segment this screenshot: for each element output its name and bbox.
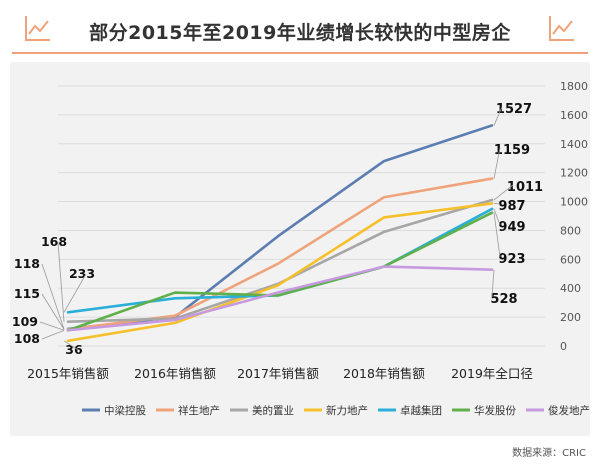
start-value-label: 36: [65, 342, 83, 357]
leader-line: [493, 147, 501, 179]
series-line: [66, 211, 494, 332]
y-tick-label: 200: [560, 311, 581, 324]
y-tick-label: 1200: [560, 167, 588, 180]
series-line: [66, 124, 494, 331]
start-value-label: 233: [69, 266, 95, 281]
legend-label: 华发股份: [474, 404, 516, 417]
end-value-label: 949: [498, 220, 525, 235]
x-tick-label: 2019年全口径: [451, 366, 533, 381]
series-line: [66, 265, 494, 332]
y-tick-label: 800: [560, 224, 581, 237]
y-tick-label: 1000: [560, 196, 588, 209]
end-value-label: 1159: [494, 143, 530, 158]
line-chart-icon: [25, 16, 50, 41]
leader-line: [39, 321, 65, 331]
end-value-label: 987: [498, 199, 525, 214]
end-value-label: 1527: [496, 102, 532, 117]
legend-label: 美的置业: [252, 404, 294, 417]
start-value-label: 109: [12, 314, 38, 329]
start-value-label: 115: [14, 286, 40, 301]
leader-line: [491, 269, 495, 298]
leader-line: [41, 293, 65, 330]
leader-line: [493, 203, 501, 205]
chart-title: 部分2015年至2019年业绩增长较快的中型房企: [89, 22, 511, 44]
leader-line: [493, 184, 514, 201]
line-chart-icon: [549, 16, 574, 41]
y-tick-label: 1400: [560, 138, 588, 151]
leader-line: [41, 263, 65, 330]
x-tick-label: 2016年销售额: [134, 366, 216, 381]
y-tick-label: 400: [560, 282, 581, 295]
y-tick-label: 1600: [560, 109, 588, 122]
series-line: [66, 202, 494, 343]
leader-line: [493, 212, 501, 258]
leader-line: [63, 340, 79, 351]
data-source-note: 数据来源：CRIC: [512, 448, 586, 459]
leader-line: [57, 241, 65, 322]
start-value-label: 168: [41, 234, 67, 249]
y-tick-label: 600: [560, 253, 581, 266]
x-tick-label: 2017年销售额: [237, 366, 319, 381]
legend-label: 祥生地产: [178, 404, 220, 417]
leader-line: [63, 273, 87, 313]
start-value-label: 118: [14, 256, 40, 271]
y-tick-label: 1800: [560, 80, 588, 93]
start-value-label: 108: [14, 331, 40, 346]
legend-label: 俊发地产: [548, 404, 590, 417]
leader-line: [493, 106, 503, 126]
x-tick-label: 2018年销售额: [343, 366, 425, 381]
end-value-label: 923: [498, 252, 525, 267]
y-tick-label: 0: [560, 340, 567, 353]
legend-label: 新力地产: [326, 404, 368, 417]
x-tick-label: 2015年销售额: [27, 366, 109, 381]
leader-line: [493, 208, 501, 226]
series-line: [66, 207, 494, 314]
chart-header: 部分2015年至2019年业绩增长较快的中型房企: [12, 8, 588, 54]
end-value-label: 528: [490, 292, 517, 307]
legend-label: 卓越集团: [400, 404, 442, 417]
end-value-label: 1011: [507, 180, 543, 195]
legend-label: 中梁控股: [104, 404, 146, 417]
leader-line: [41, 330, 65, 340]
